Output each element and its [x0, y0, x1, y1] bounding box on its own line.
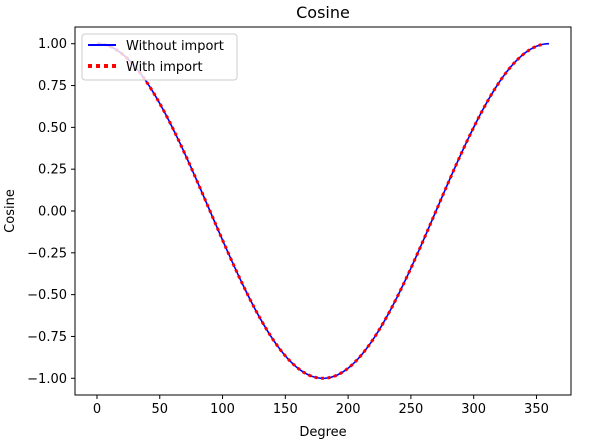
- chart-title: Cosine: [296, 3, 350, 22]
- x-tick-label: 300: [461, 402, 486, 417]
- legend: Without import With import: [81, 33, 238, 81]
- y-tick-label: 0.50: [38, 121, 67, 136]
- x-tick-label: 350: [524, 402, 549, 417]
- y-tick-label: −0.50: [27, 288, 67, 303]
- legend-label-without-import: Without import: [126, 39, 224, 54]
- y-tick-label: −1.00: [27, 372, 67, 387]
- y-tick-label: 0.75: [38, 79, 67, 94]
- y-tick-label: −0.75: [27, 330, 67, 345]
- y-axis: −1.00 −0.75 −0.50 −0.25 0.00 0.25 0.50 0.75 1.00: [27, 37, 75, 387]
- series-line-with-import: [96, 42, 544, 380]
- x-axis-label: Degree: [299, 425, 346, 440]
- plot-area: [96, 42, 550, 380]
- x-axis: 0 50 100 150 200 250 300 350: [93, 395, 549, 417]
- legend-box: [81, 33, 238, 81]
- x-tick-label: 150: [273, 402, 298, 417]
- x-tick-label: 250: [398, 402, 423, 417]
- y-tick-label: 0.00: [38, 205, 67, 220]
- legend-label-with-import: With import: [126, 60, 203, 75]
- y-tick-label: 0.25: [38, 163, 67, 178]
- x-tick-label: 100: [210, 402, 235, 417]
- x-tick-label: 50: [151, 402, 168, 417]
- y-tick-label: −0.25: [27, 246, 67, 261]
- y-axis-label: Cosine: [3, 189, 18, 233]
- x-tick-label: 200: [336, 402, 361, 417]
- y-tick-label: 1.00: [38, 37, 67, 52]
- x-tick-label: 0: [93, 402, 101, 417]
